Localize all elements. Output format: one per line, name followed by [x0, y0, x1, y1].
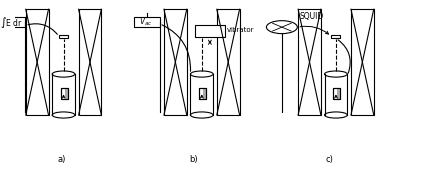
Polygon shape: [199, 88, 206, 99]
Polygon shape: [203, 88, 206, 99]
Text: $V_{ac}$: $V_{ac}$: [139, 15, 153, 28]
Polygon shape: [195, 25, 225, 37]
Polygon shape: [134, 17, 160, 27]
Text: b): b): [189, 155, 198, 164]
Text: c): c): [326, 155, 334, 164]
Text: $\int$E dr: $\int$E dr: [0, 14, 23, 30]
Polygon shape: [337, 88, 340, 99]
Polygon shape: [61, 88, 68, 99]
Text: SQUID: SQUID: [299, 12, 324, 21]
Text: vibrator: vibrator: [227, 27, 255, 33]
Polygon shape: [331, 35, 341, 38]
Polygon shape: [333, 88, 340, 99]
Polygon shape: [0, 17, 25, 27]
Polygon shape: [65, 88, 68, 99]
Text: a): a): [57, 155, 66, 164]
Polygon shape: [59, 35, 68, 38]
